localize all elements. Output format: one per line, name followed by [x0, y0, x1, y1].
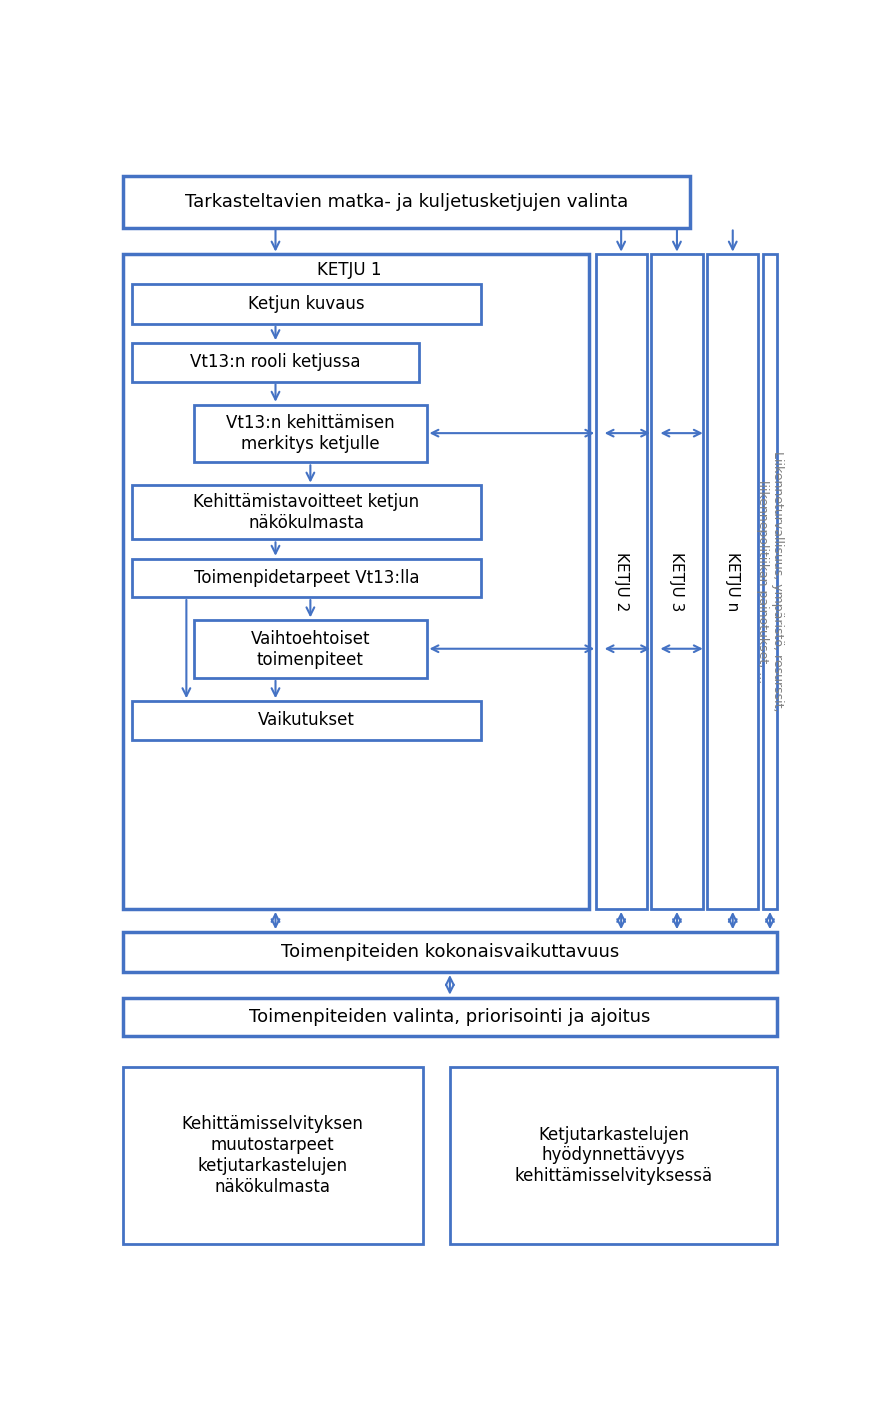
- Bar: [132, 284, 481, 324]
- Bar: [450, 1067, 777, 1244]
- Bar: [194, 620, 427, 678]
- Text: KETJU 2: KETJU 2: [614, 552, 629, 611]
- Bar: [123, 175, 690, 228]
- Text: Kehittämisselvityksen
muutostarpeet
ketjutarkastelujen
näkökulmasta: Kehittämisselvityksen muutostarpeet ketj…: [182, 1115, 364, 1196]
- Bar: [132, 342, 419, 382]
- Text: Vaihtoehtoiset
toimenpiteet: Vaihtoehtoiset toimenpiteet: [251, 630, 370, 668]
- Text: Liikenneturvallisuus, ympäristö, resurssit,
liikennepolitiikan painotukset, ...: Liikenneturvallisuus, ympäristö, resurss…: [756, 451, 784, 712]
- Text: KETJU 3: KETJU 3: [670, 552, 685, 611]
- Text: Toimenpiteiden valinta, priorisointi ja ajoitus: Toimenpiteiden valinta, priorisointi ja …: [249, 1007, 651, 1026]
- Bar: [652, 255, 703, 908]
- Bar: [132, 485, 481, 539]
- Text: Kehittämistavoitteet ketjun
näkökulmasta: Kehittämistavoitteet ketjun näkökulmasta: [193, 492, 420, 532]
- Bar: [123, 255, 590, 908]
- Text: Toimenpidetarpeet Vt13:lla: Toimenpidetarpeet Vt13:lla: [193, 569, 419, 587]
- Bar: [707, 255, 759, 908]
- Bar: [123, 1067, 422, 1244]
- Text: Ketjutarkastelujen
hyödynnettävyys
kehittämisselvityksessä: Ketjutarkastelujen hyödynnettävyys kehit…: [515, 1125, 712, 1186]
- Text: Vt13:n rooli ketjussa: Vt13:n rooli ketjussa: [190, 354, 361, 371]
- Bar: [596, 255, 647, 908]
- Bar: [123, 998, 777, 1036]
- Text: Ketjun kuvaus: Ketjun kuvaus: [248, 294, 365, 313]
- Text: KETJU n: KETJU n: [726, 552, 740, 611]
- Bar: [123, 932, 777, 972]
- Bar: [132, 700, 481, 740]
- Bar: [763, 255, 777, 908]
- Text: Vaikutukset: Vaikutukset: [258, 712, 355, 729]
- Text: Vt13:n kehittämisen
merkitys ketjulle: Vt13:n kehittämisen merkitys ketjulle: [226, 415, 395, 453]
- Bar: [194, 405, 427, 463]
- Bar: [132, 559, 481, 597]
- Text: KETJU 1: KETJU 1: [317, 260, 381, 279]
- Text: Tarkasteltavien matka- ja kuljetusketjujen valinta: Tarkasteltavien matka- ja kuljetusketjuj…: [185, 192, 628, 211]
- Text: Toimenpiteiden kokonaisvaikuttavuus: Toimenpiteiden kokonaisvaikuttavuus: [280, 944, 619, 961]
